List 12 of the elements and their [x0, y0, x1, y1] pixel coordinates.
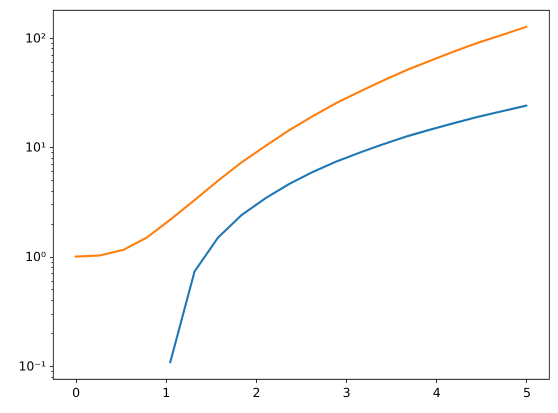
y-tick-label: 10⁻¹: [18, 358, 46, 374]
x-tick-label: 1: [162, 385, 170, 400]
x-tick-label: 4: [432, 385, 441, 400]
line-series: [169, 104, 528, 364]
y-tick-label: 10²: [25, 30, 46, 46]
y-tick-label: 10⁰: [25, 249, 46, 264]
x-tick-label: 2: [252, 385, 260, 400]
x-tick-label: 5: [522, 385, 531, 400]
x-tick-label: 3: [342, 385, 351, 400]
y-tick-label: 10¹: [25, 140, 46, 155]
line-series: [74, 26, 528, 258]
x-tick-label: 0: [72, 385, 80, 400]
